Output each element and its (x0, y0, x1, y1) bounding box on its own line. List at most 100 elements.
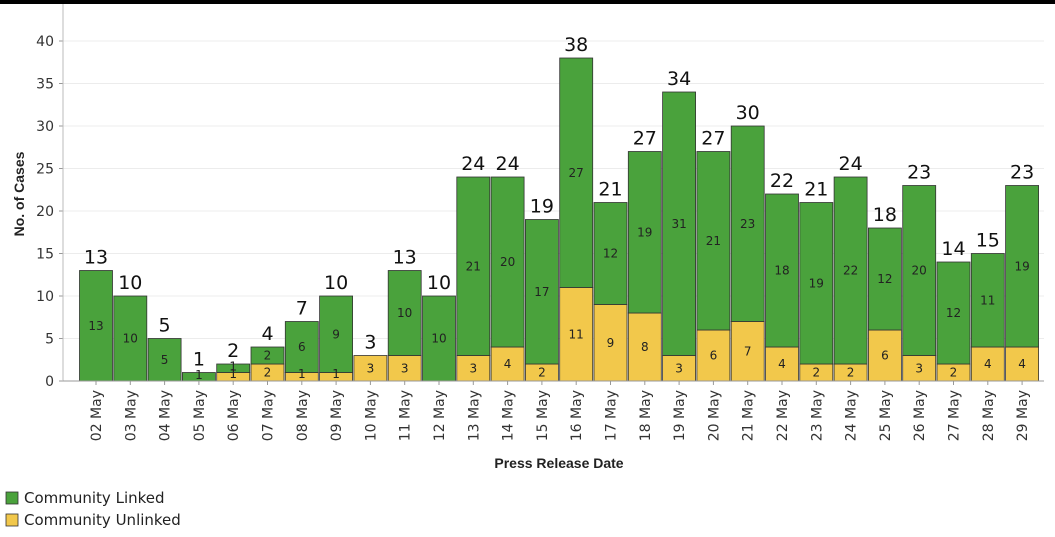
segment-label-unlinked: 1 (332, 367, 340, 381)
segment-label-unlinked: 6 (881, 349, 889, 363)
bar-community-linked (627, 151, 662, 314)
segment-label-linked: 1 (195, 368, 203, 382)
bar-total-label: 5 (159, 315, 171, 337)
segment-label-unlinked: 2 (538, 366, 546, 380)
bar-community-linked (525, 219, 559, 365)
bar-total-label: 21 (598, 179, 622, 201)
bar-community-linked (662, 91, 696, 356)
x-tick-label: 04 May (158, 390, 174, 441)
bar-community-linked (147, 338, 182, 382)
bar-total-label: 4 (261, 323, 273, 345)
bar-total-label: 27 (633, 128, 657, 150)
x-axis-title: Press Release Date (494, 455, 623, 471)
bar-community-linked (319, 295, 354, 373)
bar-total-label: 23 (1010, 162, 1034, 184)
x-tick-label: 06 May (226, 390, 242, 441)
segment-label-unlinked: 7 (744, 344, 752, 358)
y-axis-title: No. of Cases (11, 151, 27, 236)
segment-label-unlinked: 4 (984, 357, 992, 371)
y-tick-label: 15 (36, 247, 54, 263)
x-tick-label: 05 May (192, 390, 208, 441)
legend: Community Linked Community Unlinked (5, 489, 181, 529)
bar-total-label: 38 (564, 34, 588, 56)
bar-community-linked (490, 176, 525, 348)
segment-label-linked: 10 (397, 306, 412, 320)
x-tick-label: 21 May (741, 390, 757, 441)
segment-label-linked: 20 (500, 255, 515, 269)
bar-community-linked (833, 176, 868, 365)
segment-label-linked: 19 (1014, 259, 1029, 273)
bar-total-label: 30 (736, 102, 760, 124)
bar-community-linked (456, 176, 491, 356)
segment-label-unlinked: 2 (812, 366, 820, 380)
bar-total-label: 27 (701, 128, 725, 150)
x-tick-label: 13 May (466, 390, 482, 441)
bar-community-linked (936, 261, 971, 365)
segment-label-linked: 12 (946, 306, 961, 320)
y-tick-label: 25 (36, 162, 54, 178)
x-tick-label: 12 May (432, 390, 448, 441)
x-tick-label: 26 May (912, 390, 928, 441)
segment-label-unlinked: 2 (264, 366, 272, 380)
bar-total-label: 13 (393, 247, 417, 269)
bar-total-label: 21 (804, 179, 828, 201)
x-tick-label: 18 May (638, 390, 654, 441)
segment-label-unlinked: 3 (401, 361, 409, 375)
x-tick-label: 28 May (981, 390, 997, 441)
bar-community-linked (284, 321, 319, 373)
legend-swatch (5, 491, 19, 505)
segment-label-unlinked: 2 (847, 366, 855, 380)
bar-community-linked (868, 227, 902, 331)
bar-community-unlinked (765, 346, 799, 382)
x-tick-label: 19 May (672, 390, 688, 441)
bar-community-linked (113, 295, 148, 382)
x-tick-label: 07 May (261, 390, 277, 441)
segment-label-unlinked: 9 (607, 336, 615, 350)
bar-community-unlinked (456, 355, 491, 382)
x-tick-label: 20 May (706, 390, 722, 441)
x-tick-label: 09 May (329, 390, 345, 441)
segment-label-unlinked: 4 (504, 357, 512, 371)
segment-label-unlinked: 3 (469, 361, 477, 375)
bars: 1313101055111122241671910333101310103212… (79, 34, 1039, 382)
bar-total-label: 24 (496, 153, 520, 175)
bar-total-label: 10 (324, 272, 348, 294)
x-tick-label: 23 May (809, 390, 825, 441)
x-tick-label: 02 May (89, 390, 105, 441)
segment-label-unlinked: 3 (675, 361, 683, 375)
bar-total-label: 22 (770, 170, 794, 192)
x-axis-tick-labels: 02 May 03 May 04 May 05 May 06 May 07 May 08 M… (89, 381, 1031, 441)
bar-community-linked (696, 151, 731, 331)
bar-community-unlinked (662, 355, 696, 382)
bar-community-linked (970, 253, 1005, 348)
bar-total-label: 14 (941, 238, 965, 260)
x-tick-label: 10 May (363, 390, 379, 441)
segment-label-linked: 13 (88, 319, 103, 333)
bar-total-label: 34 (667, 68, 691, 90)
bar-total-label: 15 (976, 230, 1000, 252)
x-tick-label: 03 May (123, 390, 139, 441)
segment-label-linked: 19 (809, 276, 824, 290)
bar-total-label: 7 (296, 298, 308, 320)
y-tick-label: 35 (36, 77, 54, 93)
segment-label-unlinked: 2 (950, 366, 958, 380)
x-tick-label: 24 May (844, 390, 860, 441)
bar-community-linked (902, 185, 937, 356)
segment-label-linked: 6 (298, 340, 306, 354)
segment-label-unlinked: 6 (710, 349, 718, 363)
x-tick-label: 14 May (501, 390, 517, 441)
legend-label: Community Linked (24, 489, 165, 507)
segment-label-linked: 19 (637, 225, 652, 239)
y-tick-label: 5 (45, 332, 54, 348)
y-tick-label: 0 (45, 374, 54, 390)
segment-label-unlinked: 4 (778, 357, 786, 371)
bar-total-label: 13 (84, 247, 108, 269)
segment-label-unlinked: 4 (1018, 357, 1026, 371)
segment-label-linked: 31 (671, 217, 686, 231)
bar-community-unlinked (353, 355, 388, 382)
bar-community-unlinked (696, 329, 731, 382)
segment-label-unlinked: 8 (641, 340, 649, 354)
bar-total-label: 10 (118, 272, 142, 294)
bar-total-label: 19 (530, 196, 554, 218)
segment-label-linked: 10 (431, 332, 446, 346)
